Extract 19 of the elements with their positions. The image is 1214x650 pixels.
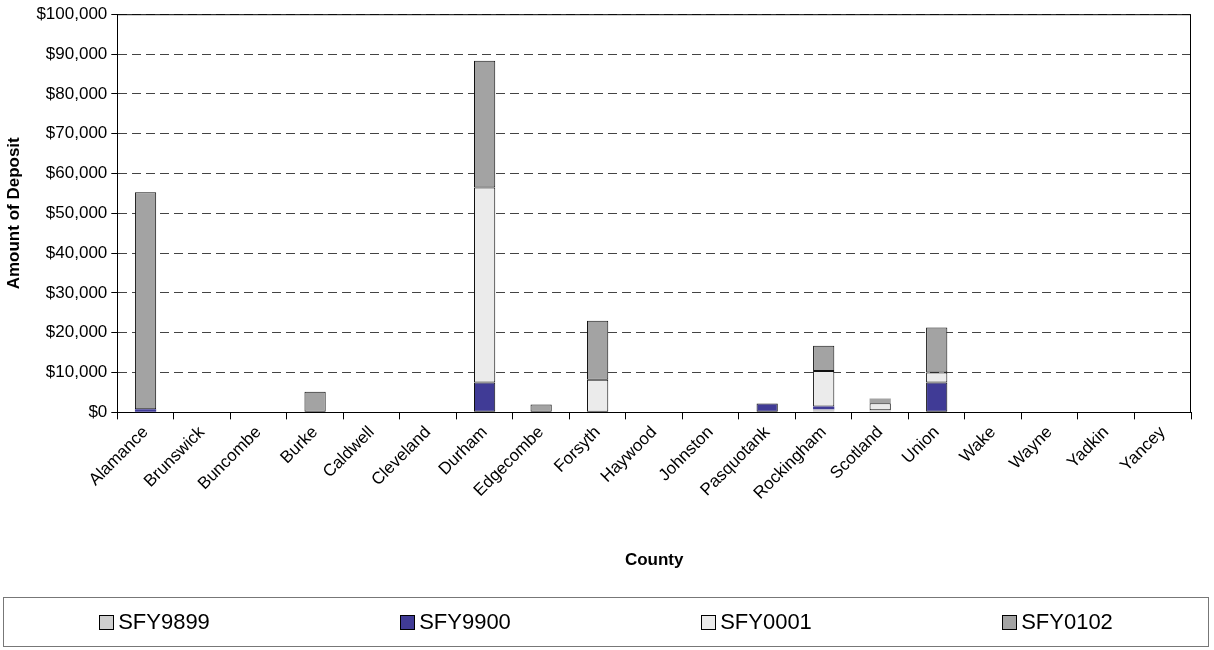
y-tick-label: $80,000 [45,83,108,103]
bar [869,398,891,404]
legend-label: SFY0001 [720,609,812,635]
legend-label: SFY0102 [1021,609,1113,635]
x-axis-title: County [624,550,684,570]
y-tick-label: $20,000 [45,322,108,342]
y-tick-label: $50,000 [45,202,108,222]
y-tick-label: $40,000 [45,242,108,262]
bar [134,409,157,412]
y-tick-label: $30,000 [45,282,108,302]
y-tick-label: $90,000 [45,43,108,63]
y-tick-label: $100,000 [36,3,108,23]
legend-label: SFY9899 [118,609,210,635]
y-tick-label: $60,000 [45,163,108,183]
y-tick-label: $10,000 [45,362,108,382]
legend-label: SFY9900 [419,609,511,635]
y-axis-title: Amount of Deposit [3,136,23,290]
y-tick-label: $70,000 [45,123,108,143]
y-tick-label: $0 [88,402,108,422]
